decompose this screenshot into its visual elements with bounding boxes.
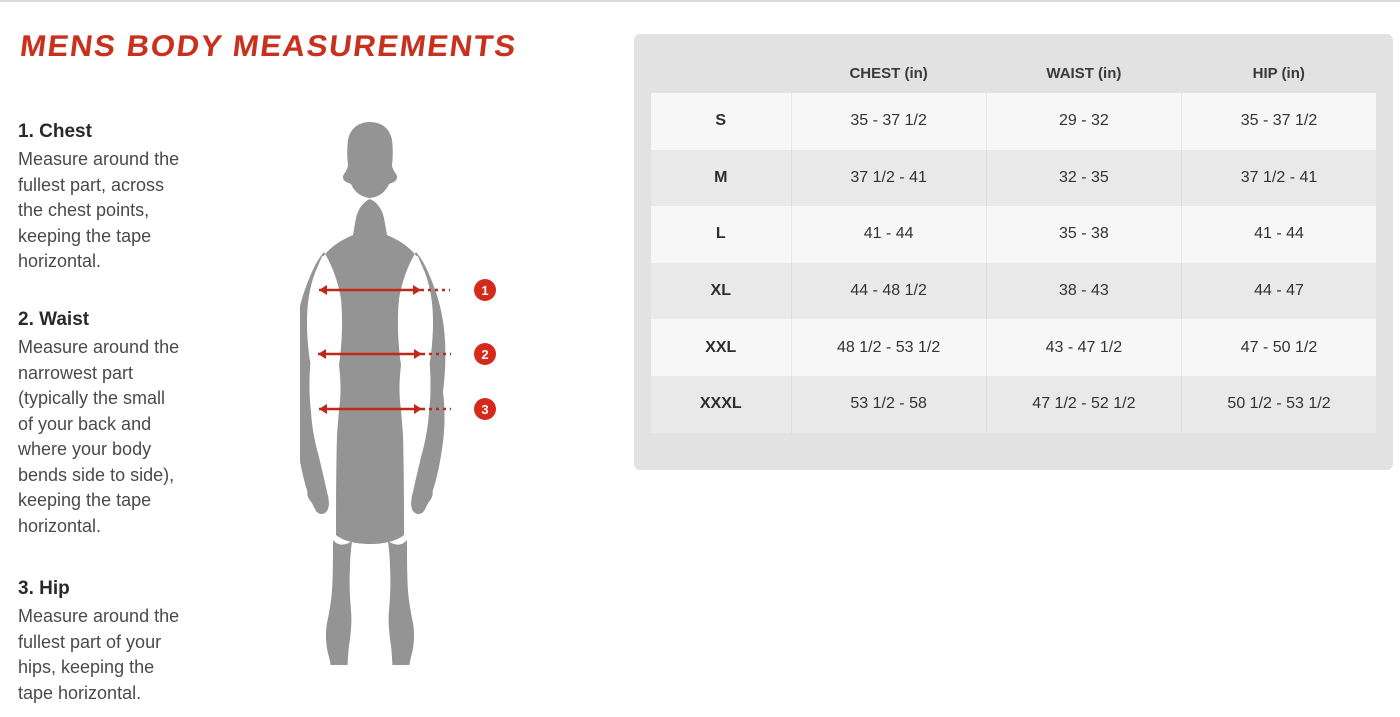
svg-text:2: 2 [481, 347, 488, 362]
svg-text:3: 3 [481, 402, 488, 417]
svg-text:1: 1 [481, 283, 488, 298]
